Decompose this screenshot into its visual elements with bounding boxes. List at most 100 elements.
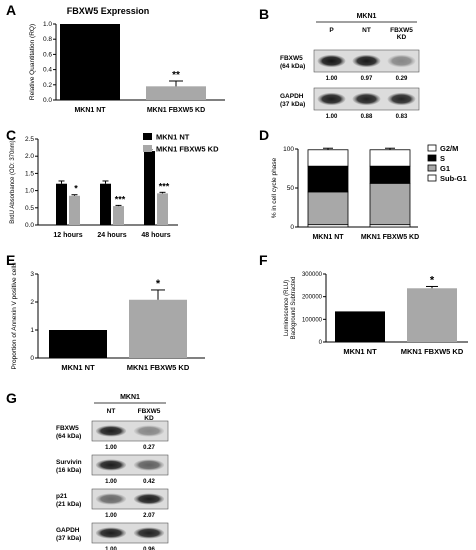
panel-letter-f: F <box>259 252 268 268</box>
blot-protein-size: (64 kDa) <box>56 433 81 440</box>
blot-band <box>133 425 165 437</box>
bar <box>157 193 168 225</box>
y-tick-label: 0 <box>30 355 34 362</box>
blot-header: MKN1 <box>357 13 377 20</box>
y-tick-label: 50 <box>287 185 295 192</box>
y-axis-label-line2: Background Subtracted <box>291 277 297 340</box>
x-tick-label: 24 hours <box>97 232 126 239</box>
panel-letter-a: A <box>6 2 17 18</box>
blot-quant-value: 1.00 <box>326 76 338 82</box>
lane-label: NT <box>362 27 371 34</box>
bar <box>69 195 80 225</box>
legend-label: Sub-G1 <box>440 174 467 183</box>
blot-quant-value: 0.96 <box>143 547 155 550</box>
lane-label: FBXW5 <box>138 408 161 415</box>
blot-band <box>133 527 165 539</box>
stacked-segment <box>307 165 349 193</box>
y-tick-label: 0.2 <box>43 82 52 89</box>
blot-header: MKN1 <box>120 394 140 401</box>
legend-swatch <box>143 145 152 152</box>
stacked-segment <box>369 182 411 226</box>
x-tick-label: MKN1 FBXW5 KD <box>147 107 205 114</box>
lane-label: KD <box>397 34 407 41</box>
panel-letter-c: C <box>6 127 17 143</box>
y-tick-label: 100 <box>283 146 294 153</box>
significance-marker: ** <box>172 70 180 81</box>
bar <box>49 330 107 358</box>
lane-label: FBXW5 <box>390 27 413 34</box>
blot-protein-name: Survivin <box>56 459 82 466</box>
chart-a: FBXW5 Expression 0.0 0.2 0.4 0.6 0.8 1.0 Relati… <box>29 6 225 114</box>
blot-quant-value: 0.97 <box>361 76 373 82</box>
blot-quant-value: 2.07 <box>143 513 155 519</box>
legend-swatch <box>427 164 437 172</box>
y-axis-label: Proportion of Annexin V positive cells <box>11 262 18 370</box>
bar <box>113 206 124 225</box>
blot-protein-size: (64 kDa) <box>280 63 305 70</box>
x-tick-label: MKN1 FBXW5 KD <box>361 234 419 241</box>
x-tick-label: MKN1 NT <box>74 107 106 114</box>
chart-e: 0 1 2 3 Proportion of Annexin V positive cel… <box>11 262 205 372</box>
blot-quant-value: 1.00 <box>105 547 117 550</box>
x-tick-label: MKN1 NT <box>343 347 377 356</box>
y-tick-label: 2 <box>30 299 34 306</box>
legend-label: MKN1 NT <box>156 133 190 142</box>
bar <box>100 183 111 225</box>
blot-band <box>133 493 165 505</box>
blot-protein-name: GAPDH <box>280 93 304 100</box>
significance-marker: * <box>430 274 435 286</box>
y-axis-label: % in cell cycle phase <box>271 157 278 218</box>
stacked-segment <box>307 149 349 167</box>
y-tick-label: 300000 <box>302 272 323 278</box>
stacked-segment <box>369 149 411 167</box>
blot-quant-value: 0.42 <box>143 479 155 485</box>
blot-protein-name: FBXW5 <box>56 425 79 432</box>
legend-label: G2/M <box>440 144 458 153</box>
lane-label: P <box>329 27 334 34</box>
x-tick-label: 12 hours <box>53 232 82 239</box>
legend-swatch <box>427 174 437 182</box>
significance-marker: *** <box>159 181 170 191</box>
panel-letter-b: B <box>259 6 270 22</box>
y-tick-label: 100000 <box>302 317 323 323</box>
blot-band <box>95 527 127 539</box>
x-tick-label: MKN1 NT <box>61 363 95 372</box>
x-tick-label: MKN1 NT <box>312 234 344 241</box>
y-axis-label-line1: Luminescence (RLU) <box>284 280 290 336</box>
panel-letter-g: G <box>6 390 17 406</box>
y-tick-label: 0.0 <box>43 97 52 104</box>
lane-label: KD <box>144 415 154 422</box>
x-tick-label: MKN1 FBXW5 KD <box>127 363 190 372</box>
blot-band <box>387 54 416 68</box>
blot-band <box>95 425 127 437</box>
blot-band <box>352 54 381 68</box>
y-tick-label: 0.4 <box>43 67 52 74</box>
blot-protein-name: GAPDH <box>56 527 80 534</box>
blot-band <box>387 92 416 106</box>
blot-protein-name: FBXW5 <box>280 55 303 62</box>
y-tick-label: 1 <box>30 327 34 334</box>
chart-title: FBXW5 Expression <box>67 6 150 16</box>
bar <box>56 183 67 225</box>
panel-letter-d: D <box>259 127 270 143</box>
blot-band <box>317 54 346 68</box>
legend-swatch <box>427 144 437 152</box>
y-tick-label: 0.5 <box>25 205 34 212</box>
blot-quant-value: 0.88 <box>361 114 373 120</box>
bar <box>146 86 206 100</box>
blot-quant-value: 0.29 <box>396 76 408 82</box>
stacked-segment <box>369 165 411 184</box>
bar <box>407 288 457 342</box>
blot-quant-value: 1.00 <box>326 114 338 120</box>
blot-quant-value: 1.00 <box>105 513 117 519</box>
y-tick-label: 0 <box>290 224 294 231</box>
chart-d: 0 50 100 % in cell cycle phase MKN1 NT MKN1 F… <box>271 144 467 241</box>
blot-band <box>352 92 381 106</box>
x-tick-label: 48 hours <box>141 232 170 239</box>
legend-label: G1 <box>440 164 450 173</box>
bar <box>60 24 120 100</box>
panel-letter-e: E <box>6 252 16 268</box>
chart-f: 0 100000 200000 300000 Luminescence (RLU) Bac… <box>284 272 468 356</box>
y-tick-label: 2.5 <box>25 136 34 143</box>
